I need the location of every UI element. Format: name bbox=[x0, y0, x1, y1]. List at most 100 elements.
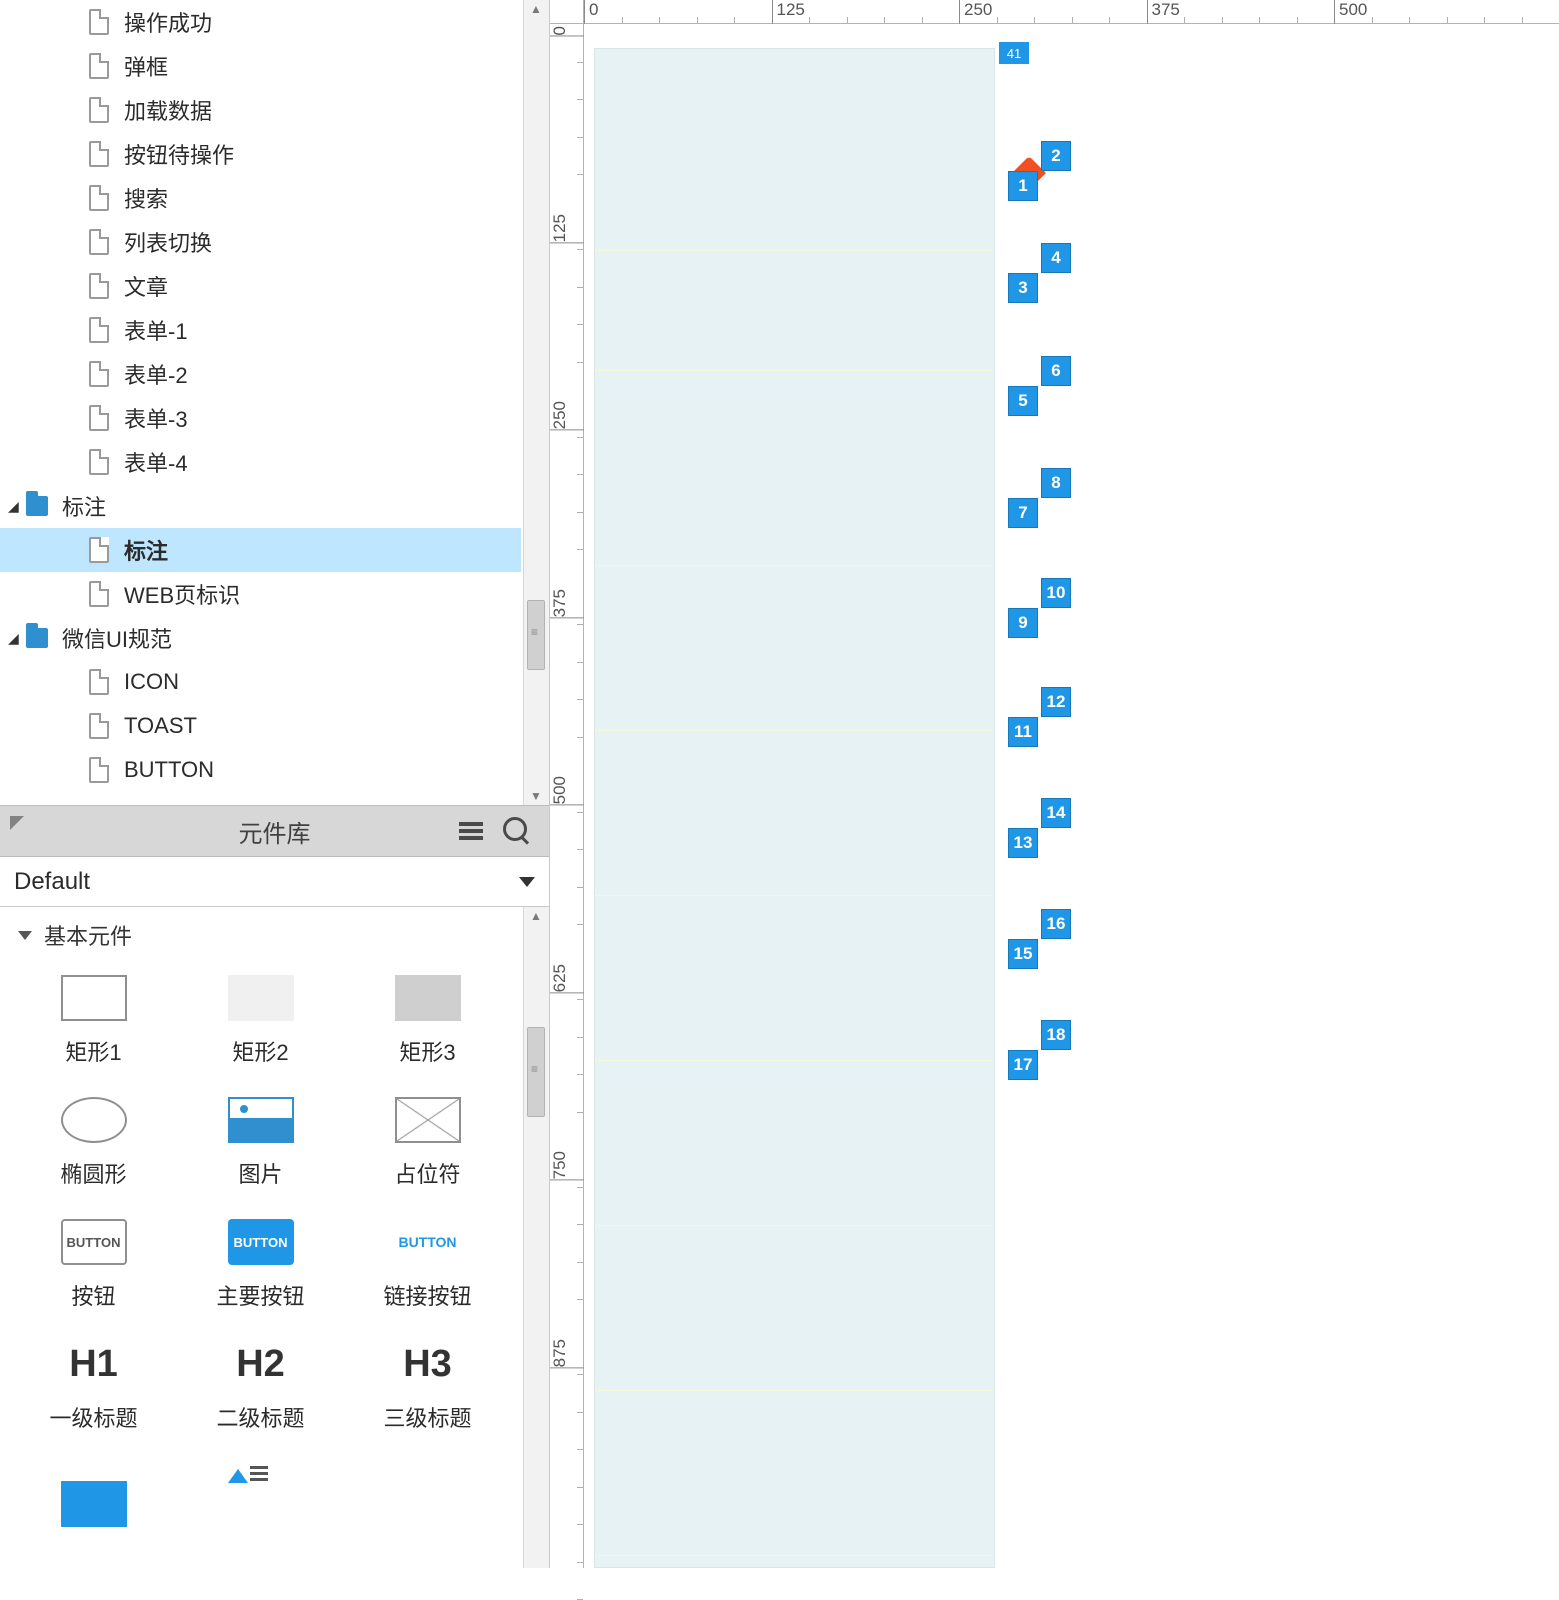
widget-btn3[interactable]: BUTTON链接按钮 bbox=[344, 1219, 511, 1311]
page-icon bbox=[88, 405, 110, 431]
expand-arrow-icon[interactable]: ◢ bbox=[8, 630, 26, 647]
widget-rect1[interactable]: 矩形1 bbox=[10, 975, 177, 1067]
widget-h[interactable]: H3三级标题 bbox=[344, 1341, 511, 1433]
widget-label: 椭圆形 bbox=[60, 1157, 126, 1189]
widget-thumb: BUTTON bbox=[395, 1219, 461, 1265]
page-icon bbox=[88, 53, 110, 79]
annotation-marker[interactable]: 10 bbox=[1041, 578, 1071, 608]
widget-dot2[interactable] bbox=[177, 1463, 344, 1541]
tree-page[interactable]: TOAST bbox=[0, 704, 521, 748]
tree-page[interactable]: 按钮待操作 bbox=[0, 132, 521, 176]
tree-folder[interactable]: ◢标注 bbox=[0, 484, 521, 528]
tree-page[interactable]: 加载数据 bbox=[0, 88, 521, 132]
widget-ph[interactable]: 占位符 bbox=[344, 1097, 511, 1189]
widget-rect3[interactable]: 矩形3 bbox=[344, 975, 511, 1067]
undock-icon[interactable] bbox=[10, 816, 24, 830]
ruler-h-major: 125 bbox=[772, 0, 805, 24]
annotation-marker[interactable]: 4 bbox=[1041, 243, 1071, 273]
library-select[interactable]: Default bbox=[0, 857, 549, 907]
tree-page[interactable]: 弹框 bbox=[0, 44, 521, 88]
tree-item-label: 列表切换 bbox=[124, 226, 212, 258]
tree-page[interactable]: ICON bbox=[0, 660, 521, 704]
annotation-marker[interactable]: 14 bbox=[1041, 798, 1071, 828]
ruler-vertical: 0125250375500625750875 bbox=[550, 24, 584, 1568]
widget-label: 二级标题 bbox=[216, 1401, 304, 1433]
annotation-marker[interactable]: 9 bbox=[1008, 608, 1038, 638]
annotation-marker[interactable]: 3 bbox=[1008, 273, 1038, 303]
tree-page[interactable]: 标注 bbox=[0, 528, 521, 572]
library-scrollbar[interactable] bbox=[523, 907, 549, 1568]
annotation-marker[interactable]: 12 bbox=[1041, 687, 1071, 717]
annotation-marker[interactable]: 11 bbox=[1008, 717, 1038, 747]
annotation-marker[interactable]: 2 bbox=[1041, 141, 1071, 171]
annotation-marker[interactable]: 1 bbox=[1008, 171, 1038, 201]
page-icon bbox=[88, 229, 110, 255]
tree-page[interactable]: BUTTON bbox=[0, 748, 521, 792]
canvas[interactable]: 0125250375500 0125250375500625750875 411… bbox=[550, 0, 1559, 1568]
ruler-v-minor bbox=[577, 624, 583, 625]
tree-item-label: 按钮待操作 bbox=[124, 138, 234, 170]
annotation-marker[interactable]: 7 bbox=[1008, 498, 1038, 528]
widget-btn1[interactable]: BUTTON 按钮 bbox=[10, 1219, 177, 1311]
widget-label: 矩形1 bbox=[65, 1035, 121, 1067]
widget-thumb: BUTTON bbox=[61, 1219, 127, 1265]
widget-label: 占位符 bbox=[394, 1157, 460, 1189]
expand-arrow-icon[interactable]: ◢ bbox=[8, 498, 26, 515]
widget-label: 图片 bbox=[238, 1157, 282, 1189]
annotation-marker[interactable]: 18 bbox=[1041, 1020, 1071, 1050]
widget-h[interactable]: H2二级标题 bbox=[177, 1341, 344, 1433]
annotation-badge[interactable]: 41 bbox=[999, 42, 1029, 64]
tree-page[interactable]: 表单-1 bbox=[0, 308, 521, 352]
annotation-marker[interactable]: 16 bbox=[1041, 909, 1071, 939]
page-icon bbox=[88, 273, 110, 299]
widget-h[interactable]: H1一级标题 bbox=[10, 1341, 177, 1433]
folder-icon bbox=[26, 625, 48, 651]
ruler-v-major: 500 bbox=[550, 774, 584, 805]
library-category[interactable]: 基本元件 bbox=[0, 907, 521, 959]
library-scroll-thumb[interactable] bbox=[527, 1027, 545, 1117]
tree-scrollbar[interactable] bbox=[523, 0, 549, 805]
artboard[interactable] bbox=[594, 48, 995, 1568]
tree-item-label: 表单-4 bbox=[124, 446, 188, 478]
tree-page[interactable]: 表单-4 bbox=[0, 440, 521, 484]
widget-rect2[interactable]: 矩形2 bbox=[177, 975, 344, 1067]
page-icon bbox=[88, 757, 110, 783]
artboard-guide bbox=[595, 1390, 994, 1391]
ruler-v-minor bbox=[577, 362, 583, 363]
tree-item-label: 操作成功 bbox=[124, 6, 212, 38]
widget-thumb: H3 bbox=[395, 1341, 461, 1387]
widget-img[interactable]: 图片 bbox=[177, 1097, 344, 1189]
annotation-marker[interactable]: 6 bbox=[1041, 356, 1071, 386]
page-icon bbox=[88, 669, 110, 695]
annotation-marker[interactable]: 13 bbox=[1008, 828, 1038, 858]
artboard-guide bbox=[595, 250, 994, 251]
widget-btn2[interactable]: BUTTON主要按钮 bbox=[177, 1219, 344, 1311]
tree-page[interactable]: 表单-2 bbox=[0, 352, 521, 396]
ruler-v-minor bbox=[577, 887, 583, 888]
widget-library: 基本元件 矩形1 矩形2矩形3 椭圆形 图片 占位符 BUTTON 按钮 BUTTON主要按钮… bbox=[0, 907, 549, 1568]
ruler-v-major: 250 bbox=[550, 399, 584, 430]
annotation-marker[interactable]: 17 bbox=[1008, 1050, 1038, 1080]
page-icon bbox=[88, 361, 110, 387]
annotation-marker[interactable]: 15 bbox=[1008, 939, 1038, 969]
tree-page[interactable]: 文章 bbox=[0, 264, 521, 308]
annotation-marker[interactable]: 8 bbox=[1041, 468, 1071, 498]
ruler-v-minor bbox=[577, 1187, 583, 1188]
widget-dot[interactable] bbox=[10, 1463, 177, 1541]
widget-label: 按钮 bbox=[71, 1279, 115, 1311]
library-menu-icon[interactable] bbox=[459, 819, 483, 843]
tree-page[interactable]: 搜索 bbox=[0, 176, 521, 220]
tree-folder[interactable]: ◢微信UI规范 bbox=[0, 616, 521, 660]
ruler-v-major: 125 bbox=[550, 212, 584, 243]
widget-ell[interactable]: 椭圆形 bbox=[10, 1097, 177, 1189]
tree-page[interactable]: 表单-3 bbox=[0, 396, 521, 440]
tree-page[interactable]: 操作成功 bbox=[0, 0, 521, 44]
library-search-icon[interactable] bbox=[503, 817, 531, 845]
tree-scroll-thumb[interactable] bbox=[527, 600, 545, 670]
canvas-stage[interactable]: 41123456789101112131415161718 bbox=[584, 24, 1559, 1568]
ruler-v-minor bbox=[577, 924, 583, 925]
tree-page[interactable]: WEB页标识 bbox=[0, 572, 521, 616]
tree-page[interactable]: 列表切换 bbox=[0, 220, 521, 264]
annotation-marker[interactable]: 5 bbox=[1008, 386, 1038, 416]
library-select-value: Default bbox=[14, 868, 90, 896]
